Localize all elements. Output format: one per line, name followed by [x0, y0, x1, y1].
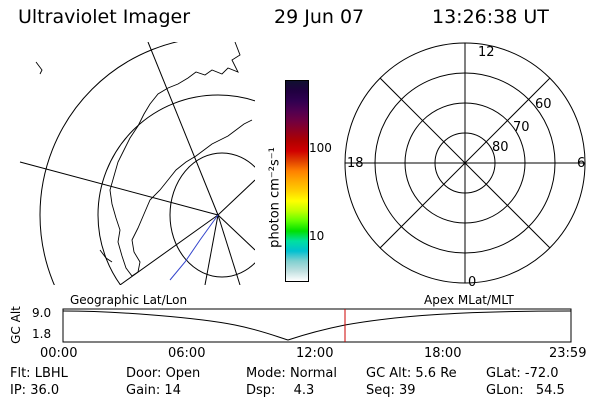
lat-circle-outer [39, 42, 179, 285]
colorbar-unit-label: photon cm⁻²s⁻¹ [267, 147, 283, 248]
meridian-1 [19, 161, 219, 216]
status-glon-label: GLon: [486, 383, 524, 398]
timeline-xtick-1200: 12:00 [296, 346, 334, 361]
altitude-curve [62, 310, 572, 341]
timeline-right-title: Apex MLat/MLT [424, 293, 514, 307]
status-glon-value: 54.5 [535, 383, 565, 398]
status-mode-value: Normal [289, 366, 337, 381]
meridian-6 [217, 179, 255, 216]
date-label: 29 Jun 07 [274, 6, 365, 28]
polar-label-18: 18 [347, 156, 364, 171]
timeline-left-title: Geographic Lat/Lon [70, 293, 188, 307]
status-seq-value: 39 [399, 383, 416, 398]
colorbar-tick-100: 100 [309, 141, 332, 155]
status-seq-label: Seq: [366, 383, 395, 398]
lat-circle-inner [169, 152, 255, 278]
status-dsp: Dsp: 4.3 [246, 383, 314, 398]
status-filter-label: Flt: [10, 366, 31, 381]
geographic-map [19, 42, 255, 285]
status-gain-value: 14 [164, 383, 181, 398]
timeline-xtick-1800: 18:00 [424, 346, 462, 361]
time-label: 13:26:38 UT [432, 6, 549, 28]
spacecraft-track [169, 214, 219, 281]
status-glat-value: -72.0 [524, 366, 559, 381]
polar-label-0: 0 [468, 275, 477, 290]
status-gc-alt: GC Alt: 5.6 Re [366, 366, 457, 381]
status-glat: GLat: -72.0 [486, 366, 559, 381]
status-mode-label: Mode: [246, 366, 286, 381]
meridian-5 [217, 214, 255, 251]
status-gain: Gain: 14 [126, 383, 181, 398]
meridian-2 [147, 42, 219, 216]
status-seq: Seq: 39 [366, 383, 416, 398]
colorbar [285, 80, 309, 282]
timeline-panel [62, 308, 572, 343]
polar-label-6: 6 [577, 156, 586, 171]
timeline-ytick-low: 1.8 [32, 327, 52, 341]
meridian-4 [204, 214, 219, 285]
polar-lat-70: 70 [513, 120, 530, 135]
instrument-title: Ultraviolet Imager [18, 6, 191, 28]
status-ip-label: IP: [10, 383, 27, 398]
polar-grid [344, 42, 586, 284]
timeline-xtick-2359: 23:59 [549, 346, 587, 361]
status-filter: Flt: LBHL [10, 366, 68, 381]
polar-label-12: 12 [478, 45, 495, 60]
colorbar-gradient [286, 81, 308, 281]
timeline-ytick-high: 9.0 [32, 306, 52, 320]
status-mode: Mode: Normal [246, 366, 337, 381]
timeline-frame [62, 308, 572, 343]
polar-lat-60: 60 [535, 97, 552, 112]
status-gc-alt-label: GC Alt: [366, 366, 412, 381]
status-dsp-value: 4.3 [293, 383, 315, 398]
status-filter-value: LBHL [34, 366, 68, 381]
status-ip: IP: 36.0 [10, 383, 59, 398]
status-door: Door: Open [126, 366, 200, 381]
coastline-detail [35, 61, 113, 263]
coastline [109, 42, 253, 277]
status-gc-alt-value: 5.6 Re [415, 366, 457, 381]
status-gain-label: Gain: [126, 383, 161, 398]
status-ip-value: 36.0 [30, 383, 60, 398]
status-glon: GLon: 54.5 [486, 383, 565, 398]
meridian-7 [217, 214, 241, 285]
timeline-xtick-0000: 00:00 [40, 346, 78, 361]
timeline-xtick-0600: 06:00 [168, 346, 206, 361]
status-door-value: Open [165, 366, 201, 381]
colorbar-tick-10: 10 [309, 229, 325, 243]
status-dsp-label: Dsp: [246, 383, 276, 398]
status-door-label: Door: [126, 366, 162, 381]
lat-circle-mid [97, 94, 255, 285]
polar-lat-80: 80 [492, 140, 509, 155]
status-glat-label: GLat: [486, 366, 521, 381]
polar-diag-2 [379, 77, 551, 249]
timeline-y-axis-label: GC Alt [9, 306, 23, 344]
